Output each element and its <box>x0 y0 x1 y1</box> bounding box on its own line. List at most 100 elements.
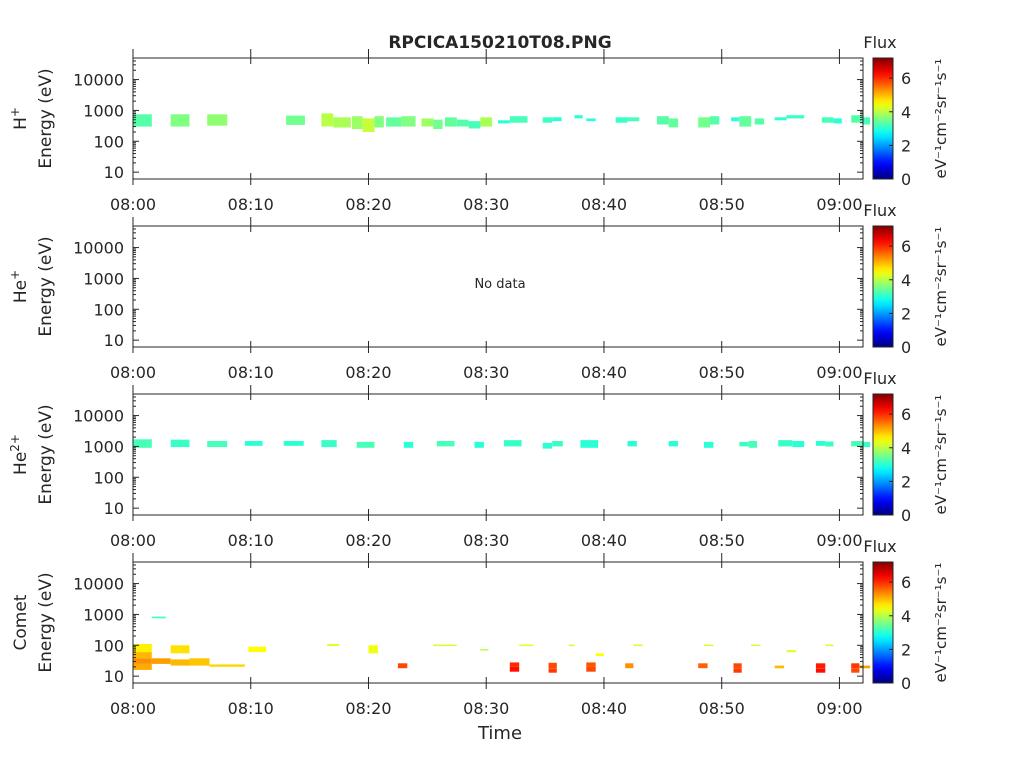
x-tick-label: 08:40 <box>581 699 627 718</box>
colorbar-frame <box>872 57 894 180</box>
x-tick-label: 08:30 <box>463 531 509 550</box>
y-tick-label: 10 <box>104 667 124 686</box>
colorbar-tick-label: 4 <box>901 607 911 626</box>
heatmap-cell <box>851 115 863 123</box>
heatmap-cell <box>815 441 826 446</box>
y-axis-label: Energy (eV) <box>36 572 56 672</box>
y-tick-label: 10 <box>104 499 124 518</box>
heatmap-cell <box>668 441 679 447</box>
heatmap-cell <box>209 664 245 667</box>
colorbar <box>873 394 893 515</box>
heatmap-cell <box>733 663 742 669</box>
heatmap-cell <box>792 441 805 448</box>
heatmap-cell <box>595 653 604 656</box>
colorbar-unit: eV⁻¹cm⁻²sr⁻¹s⁻¹ <box>932 227 950 347</box>
heatmap-cell <box>321 113 334 127</box>
heatmap-cell <box>574 115 583 119</box>
colorbar-tick-label: 2 <box>901 136 911 155</box>
heatmap-cell <box>480 649 489 651</box>
y-axis-label: Energy (eV) <box>36 236 56 336</box>
heatmap-cell <box>433 119 443 129</box>
heatmap-cell <box>825 441 834 447</box>
heatmap-cell <box>586 118 596 122</box>
species-charge: + <box>8 270 22 280</box>
heatmap-cell <box>657 116 669 125</box>
panel-1: 10 100 1000 10000 08:00 08:10 08:20 08:30 08:40 0… <box>8 201 950 382</box>
x-tick-label: 08:30 <box>463 363 509 382</box>
heatmap-cell <box>552 441 563 447</box>
figure-title: RPCICA150210T08.PNG <box>388 33 611 53</box>
heatmap-cell <box>668 118 679 128</box>
colorbar-tick-label: 6 <box>901 405 911 424</box>
heatmap-cell <box>170 645 190 654</box>
colorbar-tick-label: 6 <box>901 237 911 256</box>
colorbar-tick-label: 6 <box>901 573 911 592</box>
heatmap-cell <box>170 439 190 448</box>
heatmap-cell <box>739 116 752 127</box>
heatmap-cell <box>698 117 710 128</box>
heatmap-cell <box>468 121 481 129</box>
colorbar-tick-label: 2 <box>901 640 911 659</box>
colorbar-tick-label: 0 <box>901 506 911 525</box>
heatmap-cell <box>401 116 416 127</box>
x-tick-label: 08:10 <box>228 699 274 718</box>
axes-frame <box>132 393 864 516</box>
heatmap-cell <box>207 114 228 126</box>
x-tick-label: 08:10 <box>228 195 274 214</box>
colorbar <box>873 562 893 683</box>
x-tick-label: 08:00 <box>110 363 156 382</box>
heatmap-cell <box>863 117 871 125</box>
x-tick-label: 08:10 <box>228 363 274 382</box>
heatmap-cell <box>580 440 599 448</box>
species-name: He <box>11 280 31 303</box>
heatmap-cell <box>586 662 596 667</box>
heatmap-cell <box>542 442 553 449</box>
x-tick-label: 09:00 <box>816 363 862 382</box>
y-tick-label: 10000 <box>73 575 124 594</box>
heatmap-cell <box>133 439 152 448</box>
colorbar-frame <box>872 393 894 516</box>
heatmap-cell <box>633 644 643 647</box>
heatmap-cell <box>356 441 375 448</box>
heatmap-cell <box>474 441 484 448</box>
heatmap-cell <box>133 652 152 659</box>
heatmap-cell <box>456 119 469 127</box>
heatmap-cell <box>403 441 414 448</box>
y-tick-label: 100 <box>93 636 124 655</box>
panel-3: 10 100 1000 10000 08:00 08:10 08:20 08:30 08:40 0… <box>11 537 950 744</box>
colorbar-unit: eV⁻¹cm⁻²sr⁻¹s⁻¹ <box>932 59 950 179</box>
heatmap-cell <box>509 662 520 667</box>
colorbar <box>873 58 893 179</box>
colorbar-label: Flux <box>863 369 896 388</box>
x-tick-label: 08:20 <box>345 531 391 550</box>
species-name: He <box>11 452 31 475</box>
heatmap-cell <box>133 658 152 664</box>
heatmap-cell <box>821 117 834 123</box>
axes-frame <box>132 57 864 180</box>
heatmap-cell <box>568 644 575 647</box>
heatmap-cell <box>733 668 742 673</box>
heatmap-cell <box>480 117 493 127</box>
x-tick-label: 08:20 <box>345 195 391 214</box>
heatmap-cell <box>625 663 634 669</box>
species-name: Comet <box>11 594 31 650</box>
heatmap-cell <box>833 118 842 124</box>
panel-0: 10 100 1000 10000 08:00 08:10 08:20 08:30 08:40 0… <box>8 33 950 214</box>
colorbar-label: Flux <box>863 537 896 556</box>
heatmap-cell <box>748 441 757 448</box>
heatmap-cell <box>397 663 408 669</box>
x-tick-label: 08:50 <box>699 699 745 718</box>
x-tick-label: 09:00 <box>816 195 862 214</box>
colorbar-label: Flux <box>863 33 896 52</box>
colorbar-tick-label: 2 <box>901 472 911 491</box>
colorbar-tick-label: 4 <box>901 103 911 122</box>
colorbar-tick-label: 2 <box>901 304 911 323</box>
heatmap-cell <box>709 116 720 125</box>
heatmap-cell <box>151 658 171 664</box>
x-tick-label: 09:00 <box>816 531 862 550</box>
heatmap-cell <box>509 116 528 123</box>
heatmap-cell <box>786 115 805 119</box>
heatmap-cell <box>542 117 553 123</box>
heatmap-cell <box>586 666 596 672</box>
